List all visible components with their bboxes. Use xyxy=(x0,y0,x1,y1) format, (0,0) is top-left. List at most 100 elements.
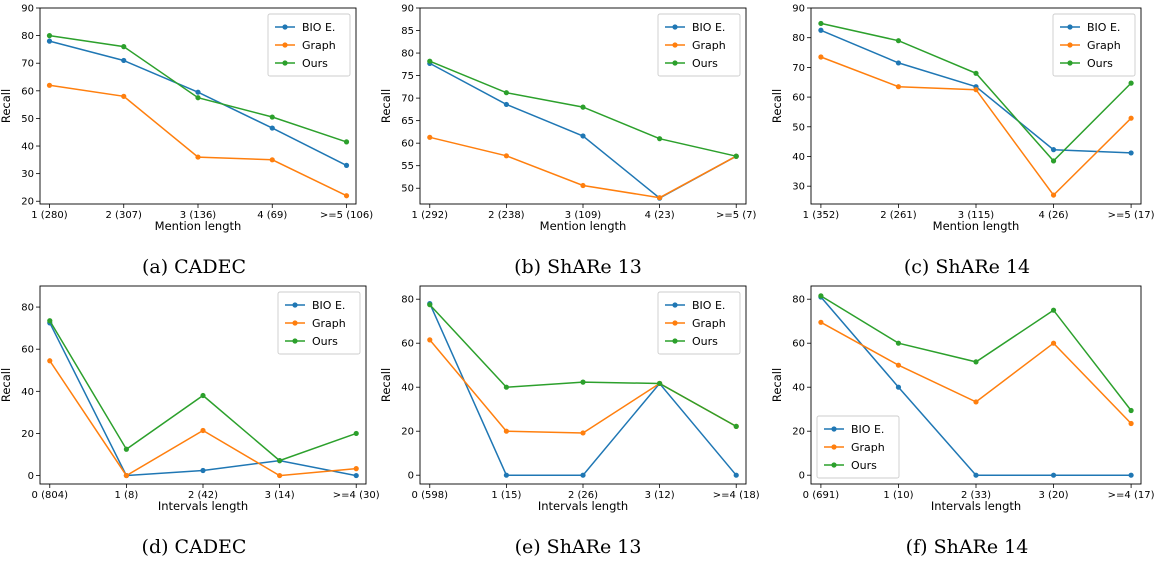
legend: BIO E. Graph Ours xyxy=(267,13,351,77)
legend-swatch-marker xyxy=(282,24,288,30)
x-tick-label: 2 (42) xyxy=(188,490,218,501)
data-point xyxy=(657,136,663,142)
x-tick-label: 1 (352) xyxy=(803,210,840,221)
x-tick-label: 3 (14) xyxy=(265,490,295,501)
series-line xyxy=(49,360,357,477)
legend-box xyxy=(267,13,351,77)
legend-box xyxy=(657,13,741,77)
data-point xyxy=(277,458,283,464)
legend-swatch-marker xyxy=(282,42,288,48)
x-axis-label: Intervals length xyxy=(931,499,1021,513)
y-tick-label: 20 xyxy=(401,427,414,438)
x-tick-label: 4 (23) xyxy=(645,210,675,221)
legend-swatch-marker xyxy=(831,444,837,450)
series-line xyxy=(820,295,1132,411)
data-point xyxy=(733,153,739,159)
data-point xyxy=(503,428,509,434)
data-point xyxy=(1050,472,1057,478)
legend-entry: Ours xyxy=(302,57,328,70)
legend-swatch-marker xyxy=(672,42,678,48)
legend-swatch-marker xyxy=(292,338,298,344)
legend-entry: Graph xyxy=(1087,39,1121,52)
data-point xyxy=(269,157,275,163)
data-point xyxy=(895,362,902,368)
data-point xyxy=(1050,147,1057,153)
x-tick-label: 2 (26) xyxy=(568,490,598,501)
data-point xyxy=(427,134,433,140)
x-tick-label: >=4 (17) xyxy=(1108,490,1155,501)
data-point xyxy=(973,399,979,405)
data-point xyxy=(895,38,902,44)
x-tick-label: 1 (10) xyxy=(883,490,913,501)
data-point xyxy=(895,84,902,90)
y-tick-label: 90 xyxy=(792,4,805,15)
x-tick-label: 2 (33) xyxy=(961,490,991,501)
x-tick-label: >=5 (17) xyxy=(1108,210,1155,221)
data-point xyxy=(1128,420,1134,427)
data-point xyxy=(657,380,663,387)
y-tick-label: 50 xyxy=(21,114,34,125)
y-tick-label: 0 xyxy=(799,471,805,482)
y-tick-label: 50 xyxy=(401,184,414,195)
data-point xyxy=(818,27,824,33)
y-tick-label: 70 xyxy=(21,59,34,70)
data-point xyxy=(46,82,53,88)
data-point xyxy=(121,57,127,64)
data-point xyxy=(343,162,350,168)
legend-entry: Ours xyxy=(851,459,877,472)
y-tick-label: 40 xyxy=(21,142,34,153)
legend-swatch-marker xyxy=(831,462,837,468)
data-point xyxy=(580,104,586,110)
legend-entry: BIO E. xyxy=(1087,21,1120,34)
subfigure-caption: (f) ShARe 14 xyxy=(906,536,1029,558)
legend-entry: BIO E. xyxy=(302,21,335,34)
y-tick-label: 85 xyxy=(401,26,414,37)
x-tick-label: 0 (804) xyxy=(32,490,69,501)
y-tick-label: 90 xyxy=(401,4,414,15)
data-point xyxy=(503,90,509,96)
data-point xyxy=(818,20,824,27)
data-point xyxy=(503,101,509,108)
y-tick-label: 20 xyxy=(21,429,34,440)
data-point xyxy=(47,318,53,324)
data-point xyxy=(195,89,201,95)
x-tick-label: 4 (69) xyxy=(257,210,287,221)
y-tick-label: 60 xyxy=(401,339,414,350)
y-tick-label: 60 xyxy=(792,339,805,350)
data-point xyxy=(895,60,902,66)
data-point xyxy=(895,340,902,346)
chart-3: 30 40 50 60 70 80 90 1 (352) 2 (261) 3 (115) 4 (26… xyxy=(770,4,1155,279)
legend: BIO E. Graph Ours xyxy=(657,13,741,77)
data-point xyxy=(973,472,979,478)
data-point xyxy=(580,472,586,478)
y-tick-label: 50 xyxy=(792,122,805,133)
legend-swatch-marker xyxy=(831,426,837,432)
legend-swatch-marker xyxy=(292,302,298,308)
legend: BIO E. Graph Ours xyxy=(657,291,741,355)
data-point xyxy=(121,44,127,50)
data-point xyxy=(503,153,509,159)
legend-box xyxy=(1052,13,1136,77)
data-point xyxy=(123,446,129,452)
chart-2: 50 55 60 65 70 75 80 85 90 1 (292) 2 (238) 3 (109) 4… xyxy=(379,4,757,279)
y-tick-label: 20 xyxy=(792,427,805,438)
data-point xyxy=(269,114,275,120)
x-tick-label: 2 (261) xyxy=(880,210,917,221)
data-point xyxy=(277,472,283,479)
data-point xyxy=(353,466,359,472)
series-line xyxy=(429,62,737,199)
x-tick-label: 0 (598) xyxy=(412,490,449,501)
x-tick-label: 2 (307) xyxy=(106,210,143,221)
legend-entry: Graph xyxy=(302,39,336,52)
subfigure-caption: (e) ShARe 13 xyxy=(515,536,642,558)
x-tick-label: 3 (136) xyxy=(180,210,217,221)
data-point xyxy=(269,125,275,131)
data-point xyxy=(973,70,979,76)
data-point xyxy=(121,93,127,99)
legend-swatch-marker xyxy=(672,302,678,308)
x-tick-label: 3 (109) xyxy=(565,210,602,221)
data-point xyxy=(973,87,979,93)
y-tick-label: 30 xyxy=(21,169,34,180)
data-point xyxy=(200,467,206,474)
data-point xyxy=(46,33,53,39)
